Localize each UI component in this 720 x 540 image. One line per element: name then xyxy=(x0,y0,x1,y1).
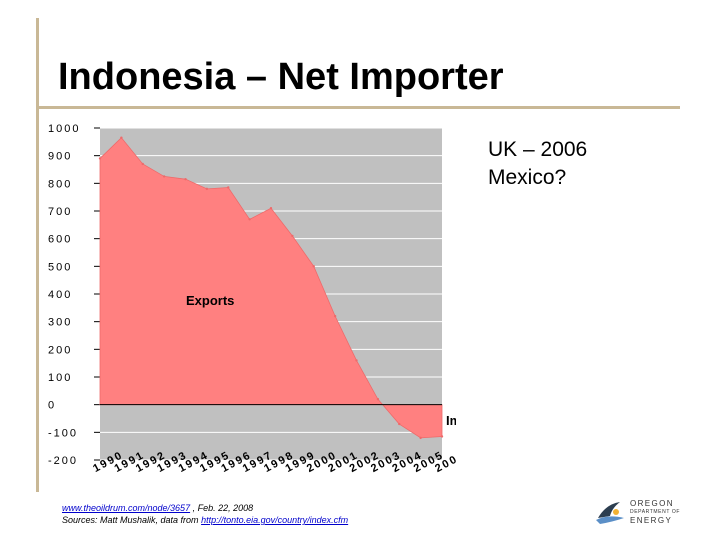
data-point xyxy=(248,218,251,221)
source-date: , Feb. 22, 2008 xyxy=(190,503,254,513)
data-point xyxy=(419,436,422,440)
oregon-energy-logo: OREGON DEPARTMENT OF ENERGY xyxy=(594,496,704,532)
y-tick-label: 200 xyxy=(48,344,72,356)
slide-footer: www.theoildrum.com/node/3657 , Feb. 22, … xyxy=(62,502,348,526)
logo-line-energy: ENERGY xyxy=(630,516,673,525)
data-point xyxy=(355,359,358,362)
y-tick-label: 900 xyxy=(48,151,72,163)
oregon-logo-icon xyxy=(596,502,624,524)
y-tick-label: 500 xyxy=(48,261,72,273)
side-note-line-2: Mexico? xyxy=(488,166,567,189)
logo-line-department: DEPARTMENT OF xyxy=(630,509,681,515)
accent-horizontal-rule xyxy=(36,106,680,109)
data-point xyxy=(205,187,209,191)
source-link-theoildrum[interactable]: www.theoildrum.com/node/3657 xyxy=(62,503,191,513)
side-note: UK – 2006 Mexico? xyxy=(488,136,587,192)
source-link-eia[interactable]: http://tonto.eia.gov/country/index.cfm xyxy=(201,515,349,525)
y-tick-label: 600 xyxy=(48,234,72,246)
y-tick-label: -100 xyxy=(48,427,78,439)
y-tick-label: 300 xyxy=(48,317,72,329)
y-tick-label: 700 xyxy=(48,206,72,218)
y-tick-label: 800 xyxy=(48,178,72,190)
data-point xyxy=(162,175,166,178)
data-point xyxy=(98,157,102,160)
data-point xyxy=(184,177,187,181)
annotation-imports-line1: Import xyxy=(446,413,456,428)
y-tick-label: 1000 xyxy=(48,123,80,135)
data-point xyxy=(333,314,337,318)
data-point xyxy=(227,186,230,189)
logo-line-oregon: OREGON xyxy=(630,499,674,508)
data-point xyxy=(376,397,380,401)
data-point xyxy=(291,234,294,238)
accent-vertical-rule xyxy=(36,18,39,492)
y-tick-label: -200 xyxy=(48,455,78,467)
data-point xyxy=(120,136,123,139)
y-tick-label: 0 xyxy=(48,400,56,412)
source-credit: Sources: Matt Mushalik, data from xyxy=(62,515,202,525)
y-tick-label: 100 xyxy=(48,372,72,384)
oil-area-chart: 10009008007006005004003002001000-100-200… xyxy=(48,123,456,475)
data-point xyxy=(141,162,144,166)
logo-wordmark: OREGON DEPARTMENT OF ENERGY xyxy=(630,499,680,526)
data-point xyxy=(269,207,273,210)
slide-title: Indonesia – Net Importer xyxy=(58,56,504,98)
data-point xyxy=(312,265,315,268)
data-point xyxy=(440,435,444,438)
side-note-line-1: UK – 2006 xyxy=(488,138,588,161)
y-tick-label: 400 xyxy=(48,289,72,301)
data-point xyxy=(398,422,401,426)
annotation-exports: Exports xyxy=(186,293,234,308)
area-series xyxy=(99,137,443,439)
